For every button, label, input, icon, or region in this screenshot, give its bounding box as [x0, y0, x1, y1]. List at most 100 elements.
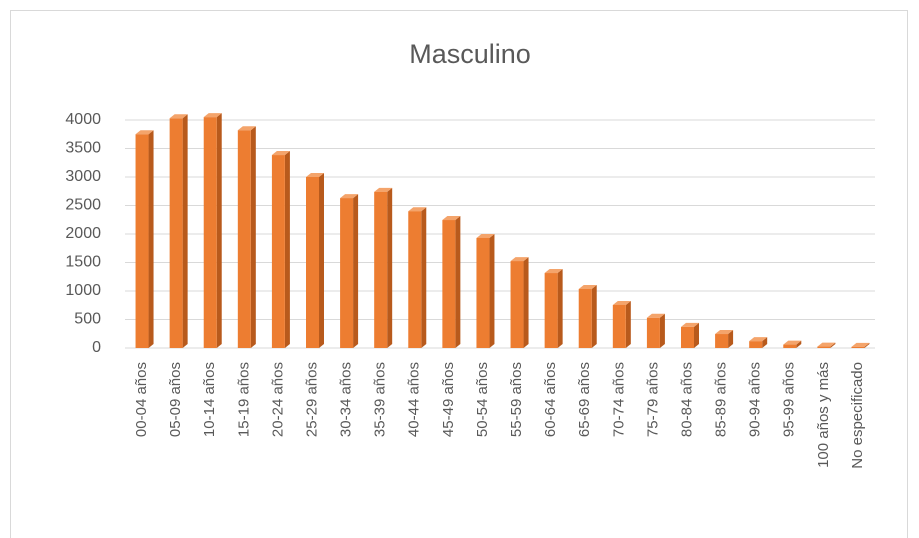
bar-side — [284, 151, 290, 348]
bar-side — [455, 216, 461, 348]
bar-top — [135, 130, 154, 135]
bar-side — [625, 300, 631, 348]
bar — [169, 118, 183, 348]
x-tick-label: 60-64 años — [542, 362, 559, 437]
bar-side — [319, 173, 324, 348]
y-tick-label: 0 — [92, 339, 101, 356]
bar — [544, 273, 558, 348]
x-tick-label: 35-39 años — [372, 362, 389, 437]
bar-top — [271, 151, 290, 156]
y-tick-label: 1500 — [65, 254, 101, 271]
x-tick-label: 25-29 años — [303, 362, 320, 437]
bar — [374, 191, 388, 348]
x-tick-label: 40-44 años — [406, 362, 423, 437]
bar-top — [851, 342, 870, 347]
y-tick-label: 500 — [74, 311, 101, 328]
bar — [578, 289, 592, 348]
bar-side — [694, 322, 699, 348]
x-tick-label: 10-14 años — [201, 362, 218, 437]
bar-top — [408, 207, 427, 212]
bar-top — [646, 313, 665, 318]
bar-side — [796, 340, 802, 348]
bar-top — [306, 173, 324, 177]
bar — [749, 341, 763, 348]
bar-side — [250, 126, 256, 348]
bar-top — [544, 269, 563, 274]
bar-side — [830, 342, 836, 348]
y-tick-label: 3000 — [65, 168, 101, 185]
x-tick-label: 85-89 años — [713, 362, 730, 437]
y-tick-label: 1000 — [65, 282, 101, 299]
bar-top — [374, 187, 393, 192]
x-tick-label: 90-94 años — [747, 362, 764, 437]
x-tick-label: 45-49 años — [440, 362, 457, 437]
x-tick-label: No especificado — [849, 362, 866, 469]
bar-side — [387, 187, 393, 348]
y-tick-label: 2500 — [65, 197, 101, 214]
bar — [681, 326, 694, 348]
bar-top — [681, 322, 699, 327]
bar-top — [510, 257, 529, 262]
x-tick-label: 95-99 años — [781, 362, 798, 437]
bar-top — [340, 194, 359, 199]
bar-top — [783, 340, 802, 345]
bar-top — [715, 330, 734, 335]
bar-top — [749, 337, 768, 342]
bar — [340, 198, 354, 348]
bar-top — [169, 114, 188, 119]
bar — [306, 177, 319, 348]
x-tick-label: 05-09 años — [167, 362, 184, 437]
bar-side — [523, 257, 529, 348]
bar — [510, 261, 524, 348]
bar-top — [476, 233, 495, 238]
bar-side — [591, 285, 597, 348]
y-tick-label: 2000 — [65, 225, 101, 242]
bar-top — [203, 113, 222, 118]
x-tick-label: 00-04 años — [133, 362, 150, 437]
x-tick-label: 15-19 años — [235, 362, 252, 437]
x-tick-label: 65-69 años — [576, 362, 593, 437]
y-tick-label: 4000 — [65, 111, 101, 128]
bar — [135, 134, 149, 348]
bar — [203, 117, 217, 349]
bar-top — [442, 216, 461, 221]
bar — [783, 344, 797, 348]
bar — [612, 304, 626, 348]
bar — [715, 334, 729, 348]
bar-top — [612, 300, 631, 305]
bar-side — [762, 337, 768, 348]
bar — [476, 237, 490, 348]
bar-side — [728, 330, 734, 348]
bar-side — [557, 269, 563, 348]
bar-top — [817, 342, 836, 347]
x-tick-label: 70-74 años — [610, 362, 627, 437]
bar — [646, 317, 660, 348]
x-tick-label: 20-24 años — [269, 362, 286, 437]
x-tick-label: 50-54 años — [474, 362, 491, 437]
chart-border — [10, 10, 908, 538]
bar — [851, 346, 865, 348]
x-tick-label: 100 años y más — [815, 362, 832, 468]
bar — [271, 155, 285, 348]
bar — [237, 130, 251, 348]
bar-side — [421, 207, 427, 348]
chart-title: Masculino — [409, 39, 531, 69]
bar-side — [216, 113, 222, 349]
bar-top — [237, 126, 256, 131]
y-tick-label: 3500 — [65, 140, 101, 157]
bar-side — [182, 114, 188, 348]
bar-side — [659, 313, 665, 348]
bar-side — [864, 342, 870, 348]
bar-side — [489, 233, 495, 348]
x-tick-label: 55-59 años — [508, 362, 525, 437]
bar — [442, 220, 456, 348]
bar-side — [353, 194, 359, 348]
x-tick-label: 75-79 años — [644, 362, 661, 437]
bar — [408, 211, 422, 348]
bar-top — [578, 285, 597, 290]
x-tick-label: 80-84 años — [678, 362, 695, 437]
bar-side — [148, 130, 154, 348]
x-tick-label: 30-34 años — [338, 362, 355, 437]
bar — [817, 346, 831, 348]
